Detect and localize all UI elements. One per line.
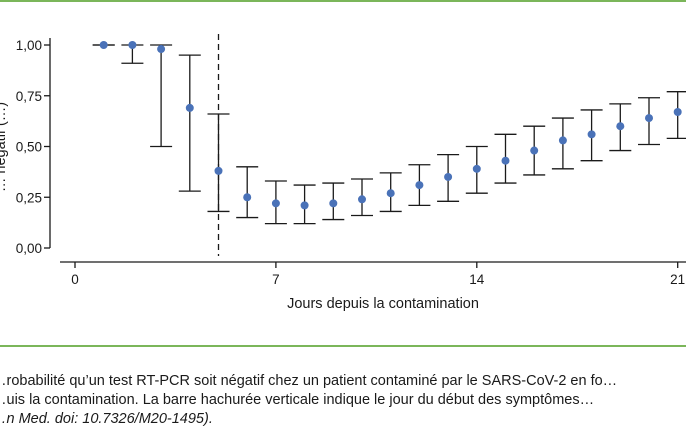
- y-axis-title: … négatif (…): [0, 102, 9, 192]
- x-tick-label: 0: [71, 272, 79, 287]
- data-point: [558, 136, 567, 145]
- axes: 0,00 0,25 0,50 0,75 1,00 0 7 14 21: [16, 38, 686, 287]
- caption-line-3: …n Med. doi: 10.7326/M20-1495).: [0, 411, 213, 427]
- data-point: [645, 114, 653, 123]
- data-point: [472, 164, 481, 173]
- chart-marks: [92, 34, 686, 256]
- data-point: [616, 122, 625, 131]
- x-tick-label: 21: [670, 272, 685, 287]
- data-point: [185, 103, 194, 112]
- data-point: [300, 201, 309, 210]
- caption-line-1: …robabilité qu’un test RT-PCR soit négat…: [0, 373, 618, 389]
- data-point: [243, 193, 252, 202]
- caption-line-2: …uis la contamination. La barre hachurée…: [0, 392, 595, 408]
- data-point: [214, 166, 223, 175]
- data-point: [501, 156, 510, 165]
- x-axis-title: Jours depuis la contamination: [287, 296, 479, 312]
- data-point: [271, 199, 280, 208]
- data-point: [444, 172, 453, 181]
- data-point: [329, 199, 338, 208]
- x-tick-label: 14: [469, 272, 485, 287]
- bottom-rule: [0, 345, 686, 347]
- y-tick-label: 1,00: [16, 38, 42, 53]
- data-point: [99, 41, 108, 49]
- data-point: [386, 189, 395, 198]
- data-point: [530, 146, 539, 155]
- y-tick-label: 0,00: [16, 241, 42, 256]
- figure-caption: …robabilité qu’un test RT-PCR soit négat…: [0, 372, 686, 429]
- data-point: [157, 45, 166, 54]
- y-tick-label: 0,50: [16, 140, 42, 155]
- y-tick-label: 0,25: [16, 190, 42, 205]
- data-point: [673, 107, 682, 116]
- error-bar-chart: 0,00 0,25 0,50 0,75 1,00 0 7 14 21 Jours depuis …: [0, 34, 686, 312]
- y-tick-label: 0,75: [16, 89, 42, 104]
- data-point: [358, 195, 366, 204]
- x-tick-label: 7: [272, 272, 280, 287]
- top-rule: [0, 0, 686, 2]
- data-point: [587, 130, 596, 139]
- data-point: [415, 181, 424, 190]
- data-point: [128, 41, 137, 49]
